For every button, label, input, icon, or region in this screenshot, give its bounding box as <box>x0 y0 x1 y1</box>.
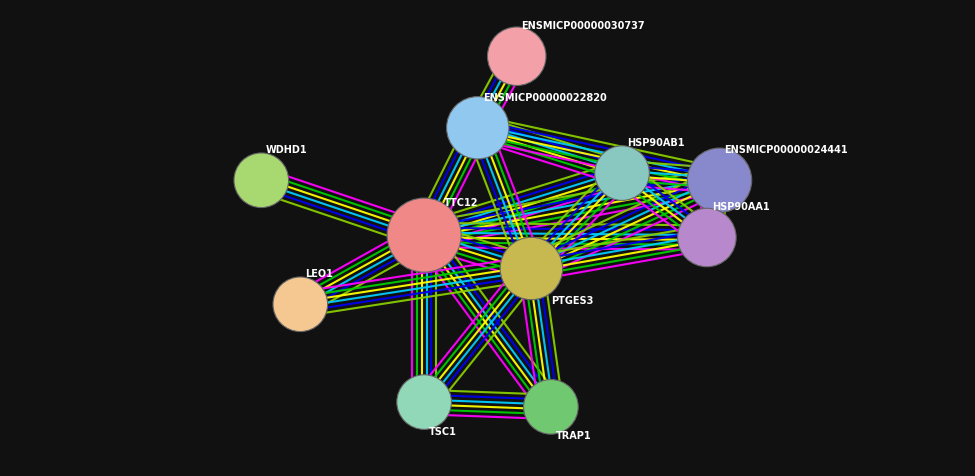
Ellipse shape <box>500 238 563 300</box>
Text: ENSMICP00000022820: ENSMICP00000022820 <box>483 93 606 102</box>
Ellipse shape <box>488 28 546 86</box>
Text: LEO1: LEO1 <box>305 269 333 278</box>
Text: TSC1: TSC1 <box>429 426 457 436</box>
Ellipse shape <box>234 154 289 208</box>
Ellipse shape <box>687 149 752 213</box>
Text: HSP90AB1: HSP90AB1 <box>627 138 684 148</box>
Text: PTGES3: PTGES3 <box>551 295 593 305</box>
Text: ENSMICP00000024441: ENSMICP00000024441 <box>724 145 848 155</box>
Text: TTC12: TTC12 <box>444 198 478 207</box>
Text: TRAP1: TRAP1 <box>556 431 592 440</box>
Ellipse shape <box>273 278 328 332</box>
Ellipse shape <box>387 198 461 273</box>
Ellipse shape <box>447 98 509 159</box>
Text: WDHD1: WDHD1 <box>266 145 308 155</box>
Text: HSP90AA1: HSP90AA1 <box>712 202 769 212</box>
Ellipse shape <box>524 380 578 434</box>
Ellipse shape <box>397 375 451 429</box>
Ellipse shape <box>595 147 649 201</box>
Text: ENSMICP00000030737: ENSMICP00000030737 <box>522 21 645 31</box>
Ellipse shape <box>678 209 736 267</box>
